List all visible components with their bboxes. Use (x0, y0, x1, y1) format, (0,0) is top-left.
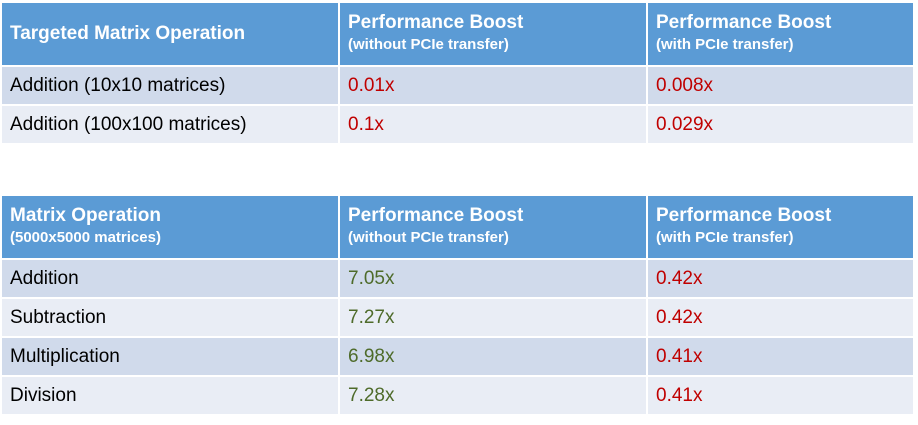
header-operation: Targeted Matrix Operation (2, 3, 340, 67)
header-operation-title: Matrix Operation (10, 205, 161, 226)
boost-with-pcie-cell: 0.029x (647, 105, 913, 145)
operation-cell: Addition (10x10 matrices) (2, 66, 340, 106)
operation-cell: Addition (2, 259, 340, 299)
operation-cell: Addition (100x100 matrices) (2, 105, 340, 145)
operation-cell: Subtraction (2, 298, 340, 338)
header-without-pcie: Performance Boost (without PCIe transfer… (339, 3, 648, 67)
header-with-pcie: Performance Boost (with PCIe transfer) (647, 3, 913, 67)
header-operation-subtitle: (5000x5000 matrices) (10, 229, 161, 246)
table-row: Addition (100x100 matrices) 0.1x 0.029x (2, 105, 913, 145)
header-without-pcie-subtitle: (without PCIe transfer) (348, 36, 509, 53)
boost-without-pcie-cell: 7.05x (339, 259, 648, 299)
table-row: Division 7.28x 0.41x (2, 376, 913, 416)
boost-with-pcie-cell: 0.42x (647, 259, 913, 299)
boost-without-pcie-cell: 7.28x (339, 376, 648, 416)
large-matrix-table: Matrix Operation (5000x5000 matrices) Pe… (2, 196, 913, 416)
boost-without-pcie-cell: 7.27x (339, 298, 648, 338)
boost-with-pcie-cell: 0.42x (647, 298, 913, 338)
table-row: Addition 7.05x 0.42x (2, 259, 913, 299)
boost-with-pcie-cell: 0.41x (647, 337, 913, 377)
table-row: Subtraction 7.27x 0.42x (2, 298, 913, 338)
header-with-pcie: Performance Boost (with PCIe transfer) (647, 196, 913, 260)
small-matrix-table: Targeted Matrix Operation Performance Bo… (2, 3, 913, 145)
header-with-pcie-subtitle: (with PCIe transfer) (656, 36, 794, 53)
header-with-pcie-subtitle: (with PCIe transfer) (656, 229, 794, 246)
boost-without-pcie-cell: 6.98x (339, 337, 648, 377)
table-row: Multiplication 6.98x 0.41x (2, 337, 913, 377)
header-with-pcie-title: Performance Boost (656, 205, 832, 226)
header-with-pcie-title: Performance Boost (656, 12, 832, 33)
boost-without-pcie-cell: 0.1x (339, 105, 648, 145)
header-without-pcie-subtitle: (without PCIe transfer) (348, 229, 509, 246)
header-without-pcie-title: Performance Boost (348, 12, 524, 33)
boost-without-pcie-cell: 0.01x (339, 66, 648, 106)
header-operation: Matrix Operation (5000x5000 matrices) (2, 196, 340, 260)
boost-with-pcie-cell: 0.008x (647, 66, 913, 106)
table-header-row: Targeted Matrix Operation Performance Bo… (2, 3, 913, 67)
operation-cell: Multiplication (2, 337, 340, 377)
header-without-pcie: Performance Boost (without PCIe transfer… (339, 196, 648, 260)
table-row: Addition (10x10 matrices) 0.01x 0.008x (2, 66, 913, 106)
table-header-row: Matrix Operation (5000x5000 matrices) Pe… (2, 196, 913, 260)
operation-cell: Division (2, 376, 340, 416)
header-without-pcie-title: Performance Boost (348, 205, 524, 226)
header-operation-title: Targeted Matrix Operation (10, 23, 246, 44)
boost-with-pcie-cell: 0.41x (647, 376, 913, 416)
